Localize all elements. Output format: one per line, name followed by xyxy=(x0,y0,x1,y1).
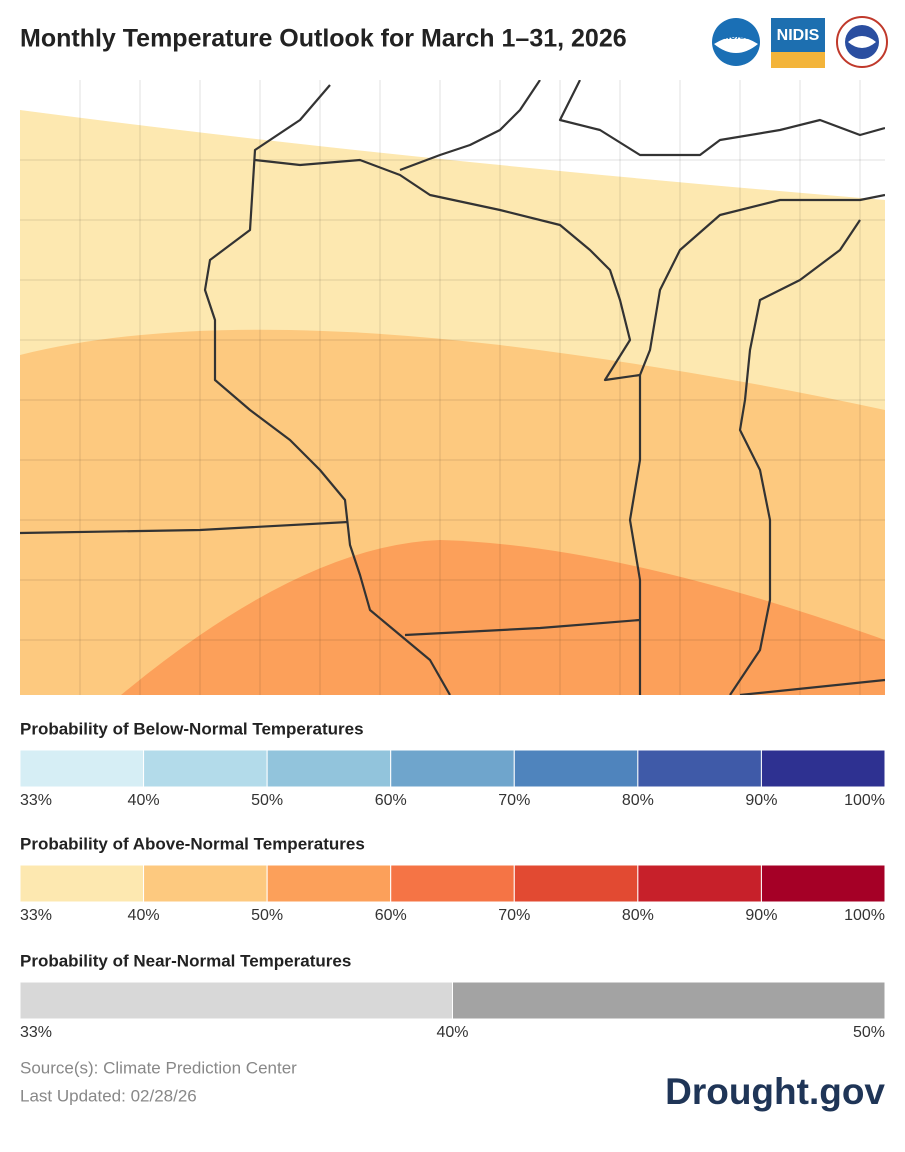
legend-title: Probability of Below-Normal Temperatures xyxy=(20,719,364,738)
legend-label: 90% xyxy=(745,907,777,924)
legend-swatch xyxy=(143,864,268,903)
legend-swatch xyxy=(760,749,886,788)
legend-swatch xyxy=(760,864,886,903)
county-lines xyxy=(20,80,885,695)
legend-swatch xyxy=(637,864,762,903)
legend-label: 50% xyxy=(853,1024,885,1041)
outlook-zone-50-60 xyxy=(121,540,885,695)
legend-label: 100% xyxy=(844,907,885,924)
legend-label: 70% xyxy=(498,907,530,924)
legend-label: 80% xyxy=(622,792,654,809)
nws-logo-cloud xyxy=(848,36,876,48)
legend-swatch xyxy=(19,864,145,903)
legend-label: 90% xyxy=(745,792,777,809)
state-borders xyxy=(20,80,885,695)
legend-swatch xyxy=(19,749,145,788)
legend-label: 40% xyxy=(128,792,160,809)
legend-swatch xyxy=(513,749,639,788)
legend-label: 50% xyxy=(251,792,283,809)
legend-label: 40% xyxy=(128,907,160,924)
nidis-logo-band xyxy=(771,52,825,68)
legend-title: Probability of Above-Normal Temperatures xyxy=(20,834,365,853)
legend-label: 80% xyxy=(622,907,654,924)
legend-swatch xyxy=(452,981,886,1020)
legend-label: 60% xyxy=(375,792,407,809)
legend-swatch xyxy=(19,981,453,1020)
legend-label: 60% xyxy=(375,907,407,924)
legend-swatch xyxy=(390,864,515,903)
legend-swatch xyxy=(143,749,268,788)
noaa-logo-text: NOAA xyxy=(724,32,748,41)
legend-swatch xyxy=(266,749,392,788)
legend-label: 40% xyxy=(436,1024,468,1041)
nidis-logo-text: NIDIS xyxy=(777,27,820,44)
last-updated: Last Updated: 02/28/26 xyxy=(20,1086,197,1105)
brand-wordmark: Drought.gov xyxy=(665,1071,885,1112)
legend-swatch xyxy=(637,749,762,788)
legend-label: 50% xyxy=(251,907,283,924)
map xyxy=(20,80,885,695)
legend-label: 70% xyxy=(498,792,530,809)
legend-swatch xyxy=(266,864,392,903)
legend-label: 33% xyxy=(20,792,52,809)
logos: NOAA NIDIS xyxy=(712,16,888,68)
legend-title: Probability of Near-Normal Temperatures xyxy=(20,951,351,970)
legend-swatch xyxy=(513,864,639,903)
source-note: Source(s): Climate Prediction Center xyxy=(20,1058,297,1077)
legends: Probability of Below-Normal Temperatures… xyxy=(19,719,886,1041)
noaa-logo-wave xyxy=(714,37,758,53)
legend-swatch xyxy=(390,749,515,788)
page-title: Monthly Temperature Outlook for March 1–… xyxy=(20,25,627,53)
legend-label: 33% xyxy=(20,1024,52,1041)
legend-label: 100% xyxy=(844,792,885,809)
legend-label: 33% xyxy=(20,907,52,924)
